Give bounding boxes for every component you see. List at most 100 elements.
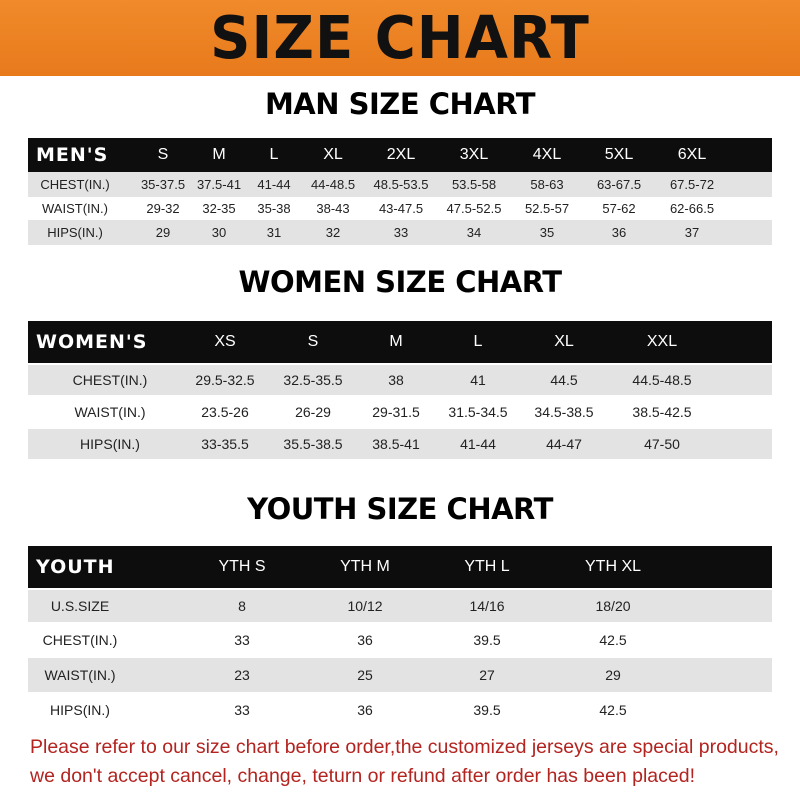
table-cell: 18/20	[595, 598, 631, 614]
table-cell: 62-66.5	[669, 201, 715, 216]
table-cell: 27	[479, 667, 495, 683]
size-header: YTH XL	[584, 558, 642, 575]
size-header: S	[157, 146, 169, 163]
size-header: YTH L	[464, 558, 510, 575]
table-cell: 35.5-38.5	[283, 436, 343, 452]
table-row: HIPS(IN.) 33-35.5 35.5-38.5 38.5-41 41-44 44-…	[28, 429, 772, 459]
banner: SIZE CHART	[0, 0, 800, 76]
table-cell: 29	[605, 667, 621, 683]
table-cell: 67.5-72	[669, 177, 715, 192]
table-cell: 36	[357, 632, 373, 648]
size-header: XL	[554, 333, 574, 350]
table-cell: 29	[155, 225, 171, 240]
table-title: YOUTH	[36, 556, 115, 578]
table-row: CHEST(IN.) 29.5-32.5 32.5-35.5 38 41 44.5 44.5…	[28, 365, 772, 395]
table-cell: 52.5-57	[524, 201, 570, 216]
table-cell: 37.5-41	[196, 177, 242, 192]
size-header: XXL	[646, 333, 678, 350]
table-cell: 44-47	[546, 436, 582, 452]
table-cell: 29-32	[146, 201, 180, 216]
table-cell: 39.5	[473, 632, 501, 648]
table-cell: 34.5-38.5	[534, 404, 594, 420]
size-header: 4XL	[532, 146, 562, 163]
row-label: WAIST(IN.)	[42, 201, 108, 216]
table-cell: 43-47.5	[378, 201, 424, 216]
table-cell: 32-35	[202, 201, 236, 216]
table-cell: 31	[266, 225, 282, 240]
table-cell: 38.5-41	[372, 436, 420, 452]
table-cell: 41-44	[460, 436, 496, 452]
men-heading: MAN SIZE CHART	[264, 87, 536, 121]
banner-title: SIZE CHART	[210, 3, 590, 73]
row-label: HIPS(IN.)	[47, 225, 103, 240]
table-cell: 10/12	[347, 598, 383, 614]
youth-heading: YOUTH SIZE CHART	[247, 492, 553, 526]
table-cell: 48.5-53.5	[373, 177, 429, 192]
women-heading: WOMEN SIZE CHART	[238, 265, 562, 299]
row-label: CHEST(IN.)	[42, 632, 118, 648]
table-cell: 23	[234, 667, 250, 683]
table-cell: 42.5	[599, 632, 627, 648]
size-header: L	[473, 333, 483, 350]
table-cell: 25	[357, 667, 373, 683]
row-label: CHEST(IN.)	[72, 372, 148, 388]
table-cell: 30	[211, 225, 227, 240]
table-cell: 34	[466, 225, 482, 240]
row-label: U.S.SIZE	[50, 598, 110, 614]
table-cell: 35-38	[257, 201, 291, 216]
table-cell: 35	[539, 225, 555, 240]
size-header: 6XL	[677, 146, 707, 163]
table-cell: 42.5	[599, 702, 627, 718]
men-size-table: MEN'S S M L XL 2XL 3XL 4XL 5XL 6XL CHEST(IN.) 35-37…	[28, 138, 772, 245]
table-cell: 8	[238, 598, 246, 614]
table-cell: 29.5-32.5	[195, 372, 255, 388]
table-cell: 38	[388, 372, 404, 388]
table-cell: 41	[470, 372, 486, 388]
table-cell: 44.5	[550, 372, 578, 388]
size-header: 5XL	[604, 146, 634, 163]
table-cell: 29-31.5	[372, 404, 420, 420]
row-label: WAIST(IN.)	[44, 667, 116, 683]
size-header: M	[212, 146, 226, 163]
table-row: WAIST(IN.) 23.5-26 26-29 29-31.5 31.5-34.5 34…	[28, 397, 772, 427]
table-cell: 31.5-34.5	[448, 404, 508, 420]
notice-line-1: Please refer to our size chart before or…	[30, 736, 779, 758]
youth-size-table: YOUTH YTH S YTH M YTH L YTH XL U.S.SIZE 8 10/12…	[28, 546, 772, 726]
table-row: CHEST(IN.) 35-37.5 37.5-41 41-44 44-48.5 48.5…	[28, 172, 772, 197]
table-row: CHEST(IN.) 33 36 39.5 42.5	[28, 624, 772, 656]
table-cell: 33	[393, 225, 409, 240]
header-row: YOUTH YTH S YTH M YTH L YTH XL	[28, 546, 772, 588]
table-cell: 33	[234, 702, 250, 718]
table-cell: 47-50	[644, 436, 680, 452]
row-label: WAIST(IN.)	[74, 404, 146, 420]
table-title: MEN'S	[36, 144, 109, 166]
table-cell: 38.5-42.5	[632, 404, 692, 420]
size-header: YTH S	[218, 558, 266, 575]
table-cell: 37	[684, 225, 700, 240]
table-cell: 36	[357, 702, 373, 718]
size-header: YTH M	[340, 558, 390, 575]
size-header: 2XL	[386, 146, 416, 163]
table-row: HIPS(IN.) 29 30 31 32 33 34 35 36 37	[28, 220, 772, 245]
size-header: L	[269, 146, 279, 163]
table-cell: 26-29	[295, 404, 331, 420]
table-title: WOMEN'S	[36, 331, 148, 353]
women-size-table: WOMEN'S XS S M L XL XXL CHEST(IN.) 29.5-32.5 32.5…	[28, 321, 772, 459]
table-cell: 38-43	[316, 201, 350, 216]
row-label: HIPS(IN.)	[50, 702, 110, 718]
table-row: HIPS(IN.) 33 36 39.5 42.5	[28, 694, 772, 726]
header-row: MEN'S S M L XL 2XL 3XL 4XL 5XL 6XL	[28, 138, 772, 172]
table-cell: 36	[611, 225, 627, 240]
table-row: WAIST(IN.) 23 25 27 29	[28, 658, 772, 692]
table-cell: 35-37.5	[140, 177, 186, 192]
size-header: XS	[214, 333, 236, 350]
table-cell: 44-48.5	[310, 177, 356, 192]
table-cell: 33	[234, 632, 250, 648]
row-label: HIPS(IN.)	[80, 436, 140, 452]
size-header: XL	[323, 146, 343, 163]
table-cell: 57-62	[602, 201, 636, 216]
table-row: U.S.SIZE 8 10/12 14/16 18/20	[28, 590, 772, 622]
table-cell: 47.5-52.5	[446, 201, 502, 216]
table-cell: 32	[325, 225, 341, 240]
row-label: CHEST(IN.)	[40, 177, 110, 192]
